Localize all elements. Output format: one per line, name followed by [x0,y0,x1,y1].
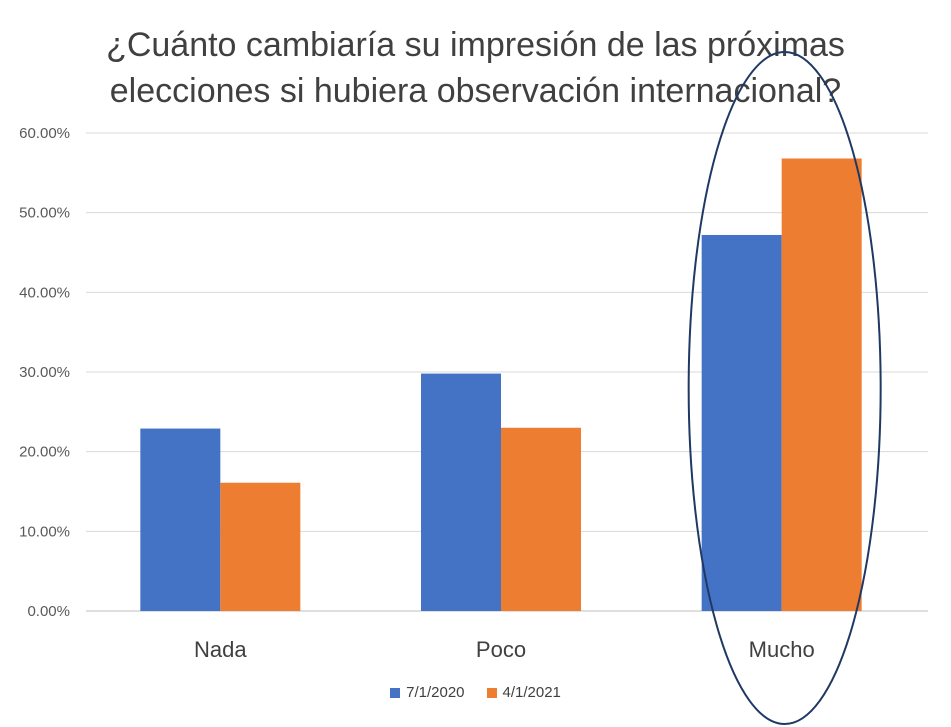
y-tick-label: 0.00% [27,603,70,620]
bar-nada-series-2 [220,482,301,611]
y-tick-label: 50.00% [19,205,70,222]
y-tick-label: 20.00% [19,444,70,461]
chart-title-line-1: ¿Cuánto cambiaría su impresión de las pr… [106,26,845,64]
x-category-label: Mucho [749,637,815,662]
bar-nada-series-1 [140,428,221,611]
bar-mucho-series-2 [781,158,862,611]
bar-poco-series-1 [421,373,501,611]
legend-label-series-2: 4/1/2021 [502,684,561,701]
y-tick-label: 40.00% [19,284,70,301]
x-category-label: Poco [476,637,526,662]
legend-label-series-1: 7/1/2020 [406,684,465,701]
x-axis-categories: Nada Poco Mucho [194,637,815,662]
legend: 7/1/2020 4/1/2021 [0,684,951,701]
y-tick-label: 30.00% [19,364,70,381]
chart-title-line-2: elecciones si hubiera observación intern… [109,72,842,110]
bars [140,158,862,611]
legend-swatch-series-2 [486,687,497,698]
x-category-label: Nada [194,637,247,662]
bar-poco-series-2 [501,427,581,611]
legend-item-series-2: 4/1/2021 [486,684,561,701]
legend-item-series-1: 7/1/2020 [390,684,465,701]
bar-mucho-series-1 [701,234,782,611]
y-tick-label: 10.00% [19,523,70,540]
legend-swatch-series-1 [390,687,401,698]
highlight-ellipse [687,51,882,725]
y-tick-label: 60.00% [19,125,70,142]
y-axis-ticks: 0.00% 10.00% 20.00% 30.00% 40.00% 50.00% 60.00… [19,125,70,620]
highlight-overlay [687,51,882,725]
chart-title: ¿Cuánto cambiaría su impresión de las pr… [0,22,951,114]
